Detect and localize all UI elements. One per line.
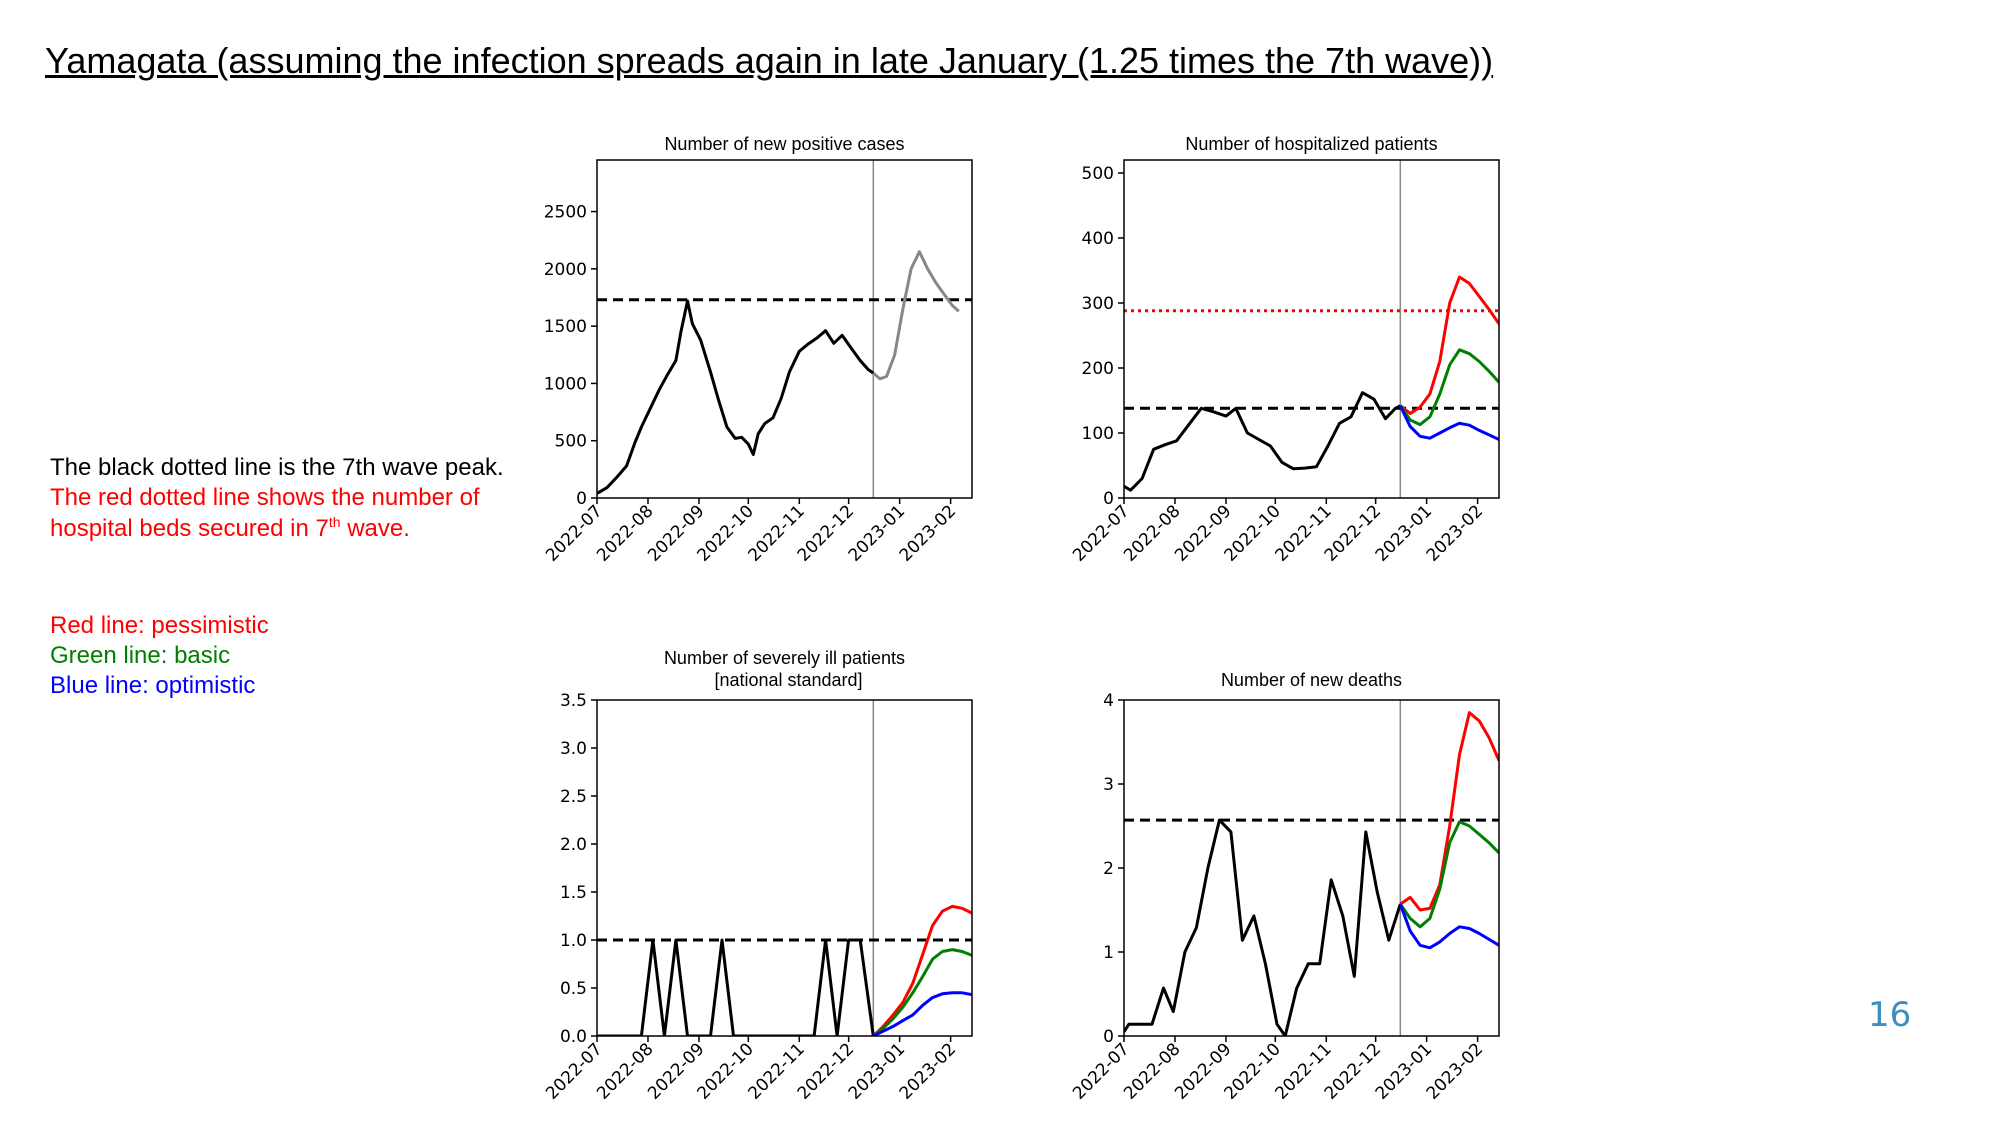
series-actual bbox=[597, 299, 875, 495]
note-hospital-beds-wave: wave. bbox=[340, 515, 410, 542]
plot-frame bbox=[596, 699, 973, 1037]
y-tick-label: 500 bbox=[555, 432, 587, 452]
legend-optimistic: Blue line: optimistic bbox=[50, 672, 256, 699]
chart-subtitle: [national standard] bbox=[714, 670, 862, 690]
y-tick-label: 1000 bbox=[544, 374, 587, 394]
page-number: 16 bbox=[1868, 995, 1912, 1035]
series-actual bbox=[1124, 818, 1402, 1036]
series-actual bbox=[1124, 391, 1402, 492]
y-tick-label: 2500 bbox=[544, 203, 587, 223]
y-tick-label: 1500 bbox=[544, 317, 587, 337]
note-hospital-beds-text: hospital beds secured in 7 bbox=[50, 515, 329, 542]
series-blue-line bbox=[1398, 405, 1499, 441]
series-red-line bbox=[1399, 711, 1499, 912]
chart-3: Number of severely ill patients[national… bbox=[542, 648, 973, 1104]
y-tick-label: 2 bbox=[1103, 859, 1114, 879]
note-red-dotted-line: The red dotted line shows the number of bbox=[50, 484, 480, 511]
chart-title: Number of new deaths bbox=[1221, 670, 1402, 690]
chart-1: Number of new positive cases 0 500 1000 1500… bbox=[542, 134, 973, 566]
y-tick-label: 4 bbox=[1103, 691, 1114, 711]
y-tick-label: 300 bbox=[1082, 294, 1114, 314]
series-green-line bbox=[1399, 348, 1499, 427]
note-superscript: th bbox=[328, 514, 341, 530]
y-tick-label: 1.5 bbox=[560, 883, 587, 903]
series-blue-line bbox=[872, 991, 972, 1036]
y-tick-label: 0 bbox=[576, 489, 587, 509]
x-tick-label: 2023-02 bbox=[896, 1039, 960, 1103]
series-actual bbox=[597, 938, 875, 1036]
y-tick-label: 2.5 bbox=[560, 787, 587, 807]
series-blue-line bbox=[1398, 903, 1499, 950]
x-tick-label: 2023-02 bbox=[896, 501, 960, 565]
series-red-line bbox=[872, 904, 972, 1036]
y-tick-label: 3.5 bbox=[560, 691, 587, 711]
y-tick-label: 2.0 bbox=[560, 835, 587, 855]
y-tick-label: 0 bbox=[1103, 1027, 1114, 1047]
series-projection bbox=[872, 250, 960, 381]
series-green-line bbox=[1399, 820, 1499, 929]
note-black-dotted-line: The black dotted line is the 7th wave pe… bbox=[50, 454, 504, 481]
y-tick-label: 1 bbox=[1103, 943, 1114, 963]
y-tick-label: 0 bbox=[1103, 489, 1114, 509]
y-tick-label: 0.0 bbox=[560, 1027, 587, 1047]
note-hospital-beds: hospital beds secured in 7th wave. bbox=[50, 514, 410, 543]
chart-title: Number of new positive cases bbox=[664, 134, 904, 154]
series-green-line bbox=[872, 948, 972, 1036]
chart-2: Number of hospitalized patients 0 100 200 30… bbox=[1069, 134, 1500, 566]
y-tick-label: 400 bbox=[1082, 229, 1114, 249]
y-tick-label: 2000 bbox=[544, 260, 587, 280]
y-tick-label: 500 bbox=[1082, 164, 1114, 184]
chart-title: Number of hospitalized patients bbox=[1185, 134, 1437, 154]
series-red-line bbox=[1399, 275, 1499, 415]
x-tick-label: 2023-02 bbox=[1423, 1039, 1487, 1103]
y-tick-label: 1.0 bbox=[560, 931, 587, 951]
chart-title: Number of severely ill patients bbox=[664, 648, 905, 668]
legend-basic: Green line: basic bbox=[50, 642, 231, 669]
y-tick-label: 0.5 bbox=[560, 979, 587, 999]
y-tick-label: 3.0 bbox=[560, 739, 587, 759]
slide-title: Yamagata (assuming the infection spreads… bbox=[45, 40, 1494, 81]
y-tick-label: 3 bbox=[1103, 775, 1114, 795]
plot-frame bbox=[1123, 699, 1500, 1037]
chart-4: Number of new deaths012342022-072022-082… bbox=[1069, 670, 1500, 1104]
y-tick-label: 100 bbox=[1082, 424, 1114, 444]
plot-frame bbox=[1123, 159, 1500, 499]
x-tick-label: 2023-02 bbox=[1423, 501, 1487, 565]
plot-frame bbox=[596, 159, 973, 499]
y-tick-label: 200 bbox=[1082, 359, 1114, 379]
legend-pessimistic: Red line: pessimistic bbox=[50, 612, 269, 639]
